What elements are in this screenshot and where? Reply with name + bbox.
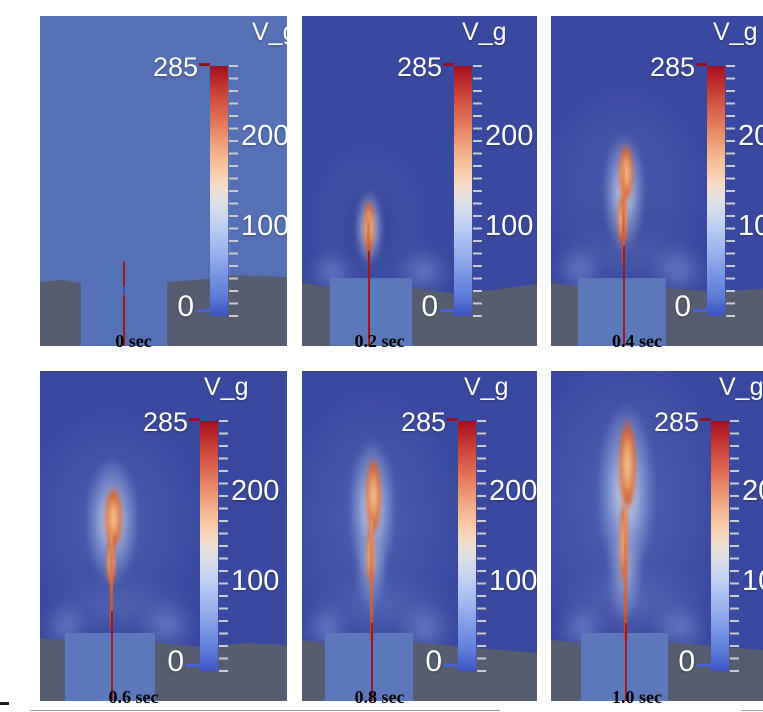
inlet-channel [65, 633, 155, 701]
colorbar-max-label: 285 [396, 52, 442, 82]
colorbar-100-label: 100 [485, 210, 534, 242]
colorbar-gradient [707, 66, 725, 316]
colorbar-ticks [219, 420, 228, 673]
colorbar-min-label: 0 [425, 645, 442, 678]
jet-source-line [368, 251, 370, 346]
colorbar-100-label: 100 [489, 565, 537, 597]
colorbar-200-label: 200 [485, 120, 534, 152]
colorbar-min-tick [693, 309, 707, 312]
jet-source-line [111, 611, 113, 701]
time-caption: 0.8 sec [354, 687, 405, 707]
colorbar-ticks [477, 420, 486, 673]
jet-source-line [623, 246, 625, 346]
inlet-channel [325, 633, 413, 701]
time-caption: 1.0 sec [612, 687, 662, 707]
colorbar-200-label: 200 [489, 475, 537, 507]
time-caption: 0.4 sec [612, 331, 662, 351]
colorbar-min-tick [697, 664, 711, 667]
colorbar-200-label: 200 [742, 475, 763, 507]
colorbar-gradient [200, 421, 218, 671]
colorbar-max-label: 285 [649, 52, 695, 82]
ground-left [551, 640, 581, 701]
jet-hot-segment [110, 529, 113, 629]
jet-hot-segment [367, 211, 370, 259]
colorbar-100-label: 100 [738, 210, 763, 242]
colorbar-min-label: 0 [421, 290, 438, 323]
colorbar-max-tick [696, 63, 707, 66]
jet-hot-segment [622, 164, 625, 264]
colorbar-200-label: 200 [738, 120, 763, 152]
colorbar-200-label: 200 [231, 475, 280, 507]
colorbar-min-tick [196, 309, 210, 312]
colorbar-title: V_g [204, 373, 249, 401]
colorbar-min-label: 0 [674, 290, 691, 323]
plume-core [365, 455, 382, 537]
ground-left [302, 283, 330, 346]
colorbar-max-tick [447, 418, 458, 421]
ground-left [40, 280, 81, 346]
colorbar-min-tick [444, 664, 458, 667]
colorbar-gradient [454, 66, 472, 316]
colorbar-max-label: 285 [142, 407, 188, 437]
colorbar-100-label: 100 [231, 565, 280, 597]
ground-left [40, 638, 65, 701]
panel-08sec: V_g 285 200 100 0 [302, 371, 537, 701]
time-caption: 0.2 sec [354, 331, 405, 351]
colorbar-ticks [473, 65, 482, 318]
colorbar-min-label: 0 [678, 645, 695, 678]
colorbar-max-label: 285 [653, 407, 699, 437]
jet-line-notch [123, 286, 125, 295]
colorbar-gradient [711, 421, 729, 671]
colorbar-title: V_g [462, 18, 507, 46]
colorbar-gradient [210, 66, 228, 316]
colorbar-max-tick [189, 418, 200, 421]
colorbar-title: V_g [719, 373, 763, 401]
colorbar-gradient [458, 421, 476, 671]
panel-10sec: V_g 285 200 100 0 [551, 371, 763, 701]
plume-core [104, 485, 123, 551]
colorbar-max-label: 285 [152, 52, 198, 82]
colorbar-min-label: 0 [167, 645, 184, 678]
time-caption: 0.6 sec [108, 687, 159, 707]
plume-core [618, 417, 637, 514]
page-bottom-dash-left [0, 702, 9, 705]
colorbar-100-label: 100 [241, 210, 287, 242]
jet-source-line [123, 261, 125, 346]
colorbar-title: V_g [464, 373, 509, 401]
ground-left [551, 283, 578, 346]
colorbar-ticks [229, 65, 238, 318]
colorbar-max-tick [443, 63, 454, 66]
jet-source-line [625, 623, 627, 701]
colorbar-max-tick [700, 418, 711, 421]
panel-0sec: V_g 285 200 100 0 [40, 16, 287, 346]
page-bottom-rule [30, 710, 500, 711]
inlet-channel [581, 633, 668, 701]
ground-left [302, 640, 325, 701]
colorbar-min-label: 0 [177, 290, 194, 323]
colorbar-200-label: 200 [241, 120, 287, 152]
jet-hot-segment [624, 509, 627, 641]
plume-core-tail [619, 499, 628, 587]
time-caption: 0 sec [115, 331, 152, 351]
panel-02sec: V_g 285 200 100 0 [302, 16, 537, 346]
panel-06sec: V_g 285 200 100 0 [40, 371, 287, 701]
panel-04sec: V_g 285 200 100 0 [551, 16, 763, 346]
page-bottom-dash-right [741, 710, 763, 711]
colorbar-title: V_g [713, 18, 758, 46]
colorbar-title: V_g [252, 18, 287, 46]
colorbar-min-tick [186, 664, 200, 667]
colorbar-min-tick [440, 309, 454, 312]
colorbar-100-label: 100 [742, 565, 763, 597]
jet-hot-segment [370, 519, 373, 641]
colorbar-max-tick [199, 63, 210, 66]
colorbar-max-label: 285 [400, 407, 446, 437]
jet-source-line [371, 623, 373, 701]
colorbar-ticks [730, 420, 739, 673]
inlet-channel [578, 278, 666, 346]
colorbar-ticks [726, 65, 735, 318]
inlet-channel [330, 278, 412, 346]
